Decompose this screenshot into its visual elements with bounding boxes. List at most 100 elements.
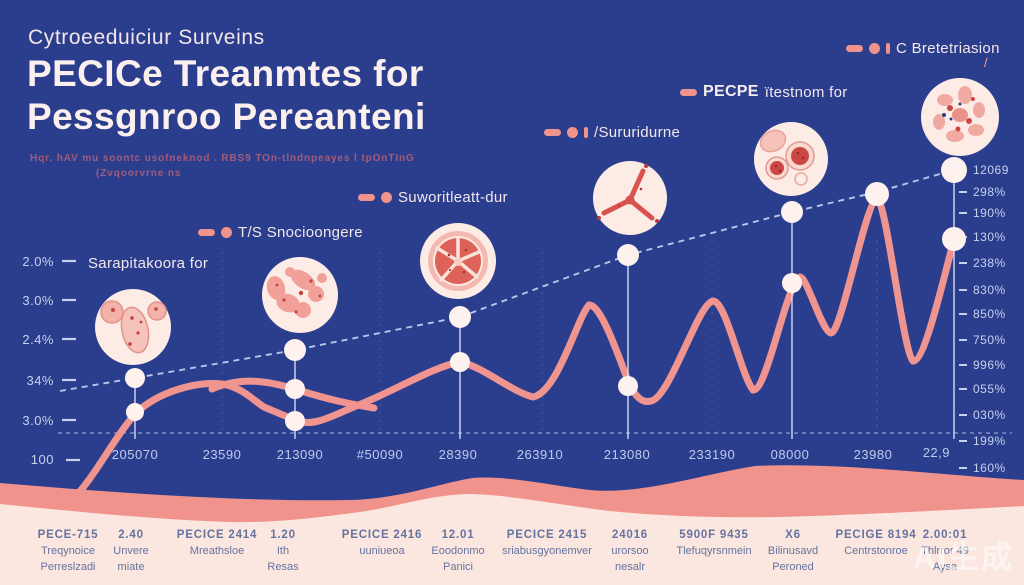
footer-column: X6 Bilinusavd Peroned [728,527,858,575]
marker-dots [125,157,967,431]
vertical-gridlines [221,240,878,433]
ai-watermark: AI生成 [913,540,1014,575]
legend-label: C Bretetriasion [896,40,1000,57]
footer-line: Thlrror 49 [921,545,969,557]
legend-dash-icon [198,229,215,236]
legend-dash-icon [358,194,375,201]
footer-line: Ith [276,545,290,557]
legend-dot-icon [381,192,392,203]
footer-column: PECICE 2416 uuniueoa [317,527,447,559]
legend-bar-icon [584,127,588,138]
legend-dot-icon [869,43,880,54]
legend-pecpe: PECPE ïtestnom for [680,83,848,101]
footer-line: Unvere [113,545,149,557]
x-axis-label: 213080 [603,447,651,462]
footer-column: 1.20 Ith Resas [218,527,348,575]
left-axis-label: 2.0% [22,254,54,269]
x-axis-label: 233190 [688,447,736,462]
legend-sururidurne: /Sururidurne [544,124,680,141]
legend-sarapitakoora: Sarapitakoora for [88,255,208,272]
footer-column: PECIGE 8194 Centrstonroe [811,527,941,559]
cell-cluster-icon [95,289,171,365]
footer-line: Perreslzadi [40,561,96,573]
coral-branch-icon [262,257,338,333]
x-axis-label: 08000 [770,447,810,462]
left-axis-label: 3.0% [22,293,54,308]
legend-snocioongere: T/S Snocioongere [198,224,363,241]
right-axis-label: 130% [973,230,1006,244]
x-axis-label: 213090 [276,447,324,462]
trend-dashline [59,169,955,392]
legend-label: T/S Snocioongere [238,224,363,241]
footer-line: PECICE 2416 [341,529,423,541]
title-line-2: Pessgnroo Pereanteni [27,96,426,137]
left-axis-label: 34% [26,373,54,388]
footer-line: 2.00:01 [922,529,968,541]
right-axis-label: 850% [973,307,1006,321]
footer-line: miate [117,561,145,573]
right-axis-label: 190% [973,206,1006,220]
tissue-texture-icon [921,78,999,156]
footer-column: PECICE 2414 Mreathsloe [152,527,282,559]
footer-line: nesalr [615,561,645,573]
granular-cells-icon [754,122,828,196]
footer-line: Mreathsloe [189,545,245,557]
right-axis-label: 750% [973,333,1006,347]
legend-label: Suworitleatt-dur [398,189,508,206]
pale-footer-wave [0,494,1024,585]
legend-label: ïtestnom for [764,83,848,101]
subtitle-line-1: Hqr. hAV mu soontc usofneknod . RBS9 TOn… [30,153,415,164]
left-axis-ticks [62,259,80,462]
footer-line: uuniueoa [359,545,405,557]
legend-label: /Sururidurne [594,124,681,141]
footer-line: 12.01 [441,529,475,541]
footer-line: Panici [443,561,473,573]
footer-line: PECIGE 8194 [835,529,917,541]
footer-line: Aysa [932,561,958,573]
x-axis-label: 23590 [202,447,242,462]
footer-line: sriabusgyonemver [502,545,592,557]
x-axis-label: 23980 [853,447,893,462]
right-axis-label: 830% [973,283,1006,297]
title-line-1: PECICe Treanmtes for [27,53,424,94]
x-axis-label: 263910 [516,447,564,462]
footer-line: 1.20 [270,529,296,541]
footer-line: PECICE 2414 [176,529,258,541]
footer-column: 24016 urorsoo nesalr [565,527,695,575]
footer-line: 2.40 [118,529,144,541]
footer-line: Tlefuqyrsnmein [676,545,752,557]
footer-column: 5900F 9435 Tlefuqyrsnmein [649,527,779,559]
legend-brand: PECPE [703,83,759,100]
legend-label: Sarapitakoora for [88,255,209,272]
right-axis-label: 298% [973,185,1006,199]
footer-line: X6 [785,529,801,541]
spicule-icon [593,161,667,235]
legend-dash-icon [846,45,863,52]
subtitle-line-2: (Zvqoorvrne ns [96,168,182,179]
right-axis-label: 996% [973,358,1006,372]
footer-line: 24016 [612,529,648,541]
right-axis-label: 238% [973,256,1006,270]
page-title: PECICe Treanmtes for Pessgnroo Pereanten… [27,52,426,138]
legend-suworitleatt: Suworitleatt-dur [358,189,508,206]
left-axis-label: 2.4% [22,332,54,347]
footer-line: 5900F 9435 [679,529,749,541]
footer-line: urorsoo [611,545,649,557]
right-axis-label: 199% [973,434,1006,448]
marker-stems [134,170,955,439]
footer-line: Eoodonmo [431,545,485,557]
legend-dot-icon [221,227,232,238]
legend-pretetriasion: C Bretetriasion [846,40,1000,57]
footer-line: PECE-715 [37,529,99,541]
footer-line: Treqynoice [40,545,95,557]
legend-dash-icon [544,129,561,136]
cross-section-icon [420,223,496,299]
right-axis-ticks [959,169,967,469]
x-axis-label-last: 22,9 [922,445,950,460]
footer-column: PECICE 2415 sriabusgyonemver [482,527,612,559]
footer-line: Bilinusavd [767,545,819,557]
right-axis-label: 12069 [973,163,1009,177]
footer-line: Centrstonroe [844,545,908,557]
